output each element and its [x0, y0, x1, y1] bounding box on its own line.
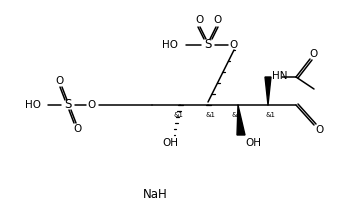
Polygon shape — [237, 105, 245, 135]
Text: S: S — [204, 39, 212, 52]
Text: HO: HO — [25, 100, 41, 110]
Text: O: O — [88, 100, 96, 110]
Text: O: O — [195, 15, 203, 25]
Text: HO: HO — [162, 40, 178, 50]
Text: HN: HN — [272, 71, 287, 81]
Text: NaH: NaH — [143, 189, 167, 201]
Text: &1: &1 — [173, 112, 183, 118]
Text: S: S — [64, 98, 72, 111]
Text: OH: OH — [245, 138, 261, 148]
Text: O: O — [73, 124, 81, 134]
Text: &1: &1 — [231, 112, 241, 118]
Text: O: O — [315, 125, 323, 135]
Text: &1: &1 — [205, 112, 215, 118]
Text: O: O — [310, 49, 318, 59]
Text: O: O — [230, 40, 238, 50]
Text: O: O — [213, 15, 221, 25]
Text: OH: OH — [162, 138, 178, 148]
Polygon shape — [265, 77, 271, 105]
Text: &1: &1 — [265, 112, 275, 118]
Text: O: O — [55, 76, 63, 86]
